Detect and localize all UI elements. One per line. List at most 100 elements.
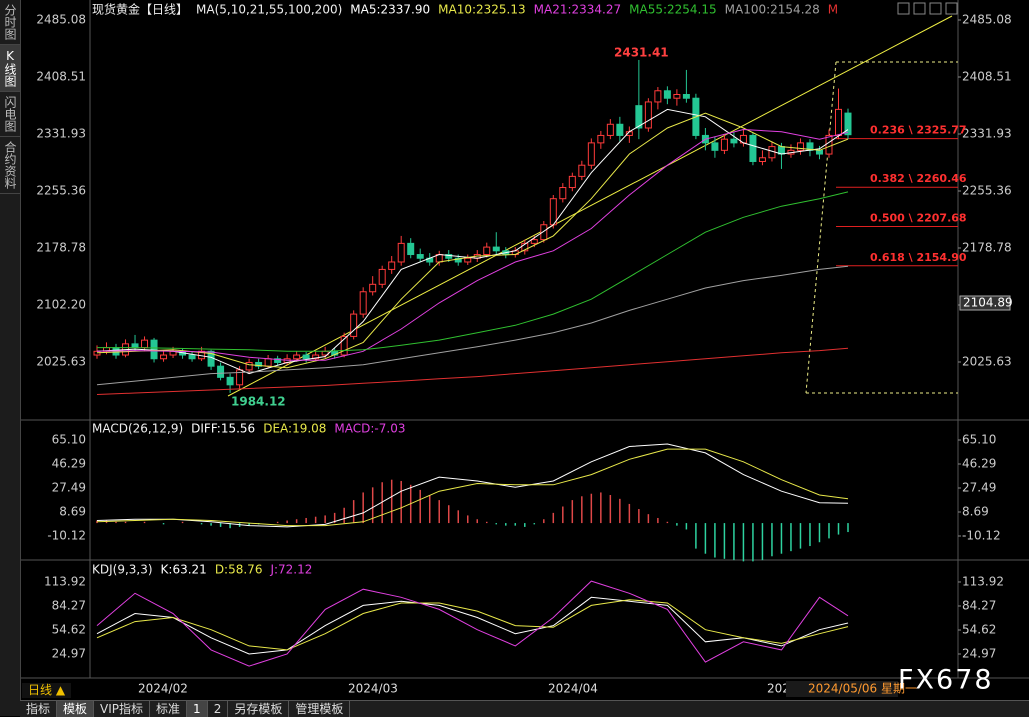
candle-body xyxy=(464,257,472,263)
series-line xyxy=(96,265,849,386)
y-tick-label: 2408.51 xyxy=(962,69,1012,83)
candle-body xyxy=(644,101,652,129)
candle-body xyxy=(160,354,168,360)
cursor-date: 2024/05/06 星期一 xyxy=(808,682,917,696)
series-line xyxy=(96,108,849,375)
sidebar: 分时图 K线图 闪电图 合约资料 xyxy=(0,0,21,716)
icon[interactable] xyxy=(897,2,910,15)
cursor-price: 2104.89 xyxy=(963,296,1013,310)
toolbar: 指标 模板 VIP指标 标准 1 2 另存模板 管理模板 xyxy=(20,700,1029,717)
candle-body xyxy=(274,358,282,363)
y-tick-label: 84.27 xyxy=(962,598,996,612)
y-tick-label: 27.49 xyxy=(962,480,996,494)
legend-item: M xyxy=(828,3,838,17)
fib-label: 0.500 \ 2207.68 xyxy=(870,211,967,224)
candle-body xyxy=(521,242,529,252)
watermark: FX678 xyxy=(898,665,994,696)
sidebar-tab[interactable]: K线图 xyxy=(0,45,20,92)
icon[interactable] xyxy=(945,2,958,15)
icon[interactable] xyxy=(929,2,942,15)
candle-body xyxy=(397,242,405,263)
toolbar-button[interactable]: 2 xyxy=(208,701,229,717)
y-tick-label: 2485.08 xyxy=(962,13,1012,27)
date-label: 2024/03 xyxy=(348,682,398,696)
candle-body xyxy=(416,254,424,259)
chart-title: MACD(26,12,9) xyxy=(92,422,183,436)
candle-body xyxy=(597,134,605,144)
toolbar-button[interactable]: VIP指标 xyxy=(94,701,151,717)
toolbar-button[interactable]: 标准 xyxy=(150,701,188,717)
y-tick-label: -10.12 xyxy=(47,528,86,542)
candle-body xyxy=(350,313,358,337)
candle-body xyxy=(492,246,500,252)
legend-item: MA10:2325.13 xyxy=(438,3,526,17)
y-tick-label: 65.10 xyxy=(52,432,86,446)
y-tick-label: 2485.08 xyxy=(36,13,86,27)
candle-body xyxy=(302,354,310,360)
window-icons xyxy=(897,2,958,15)
candle-body xyxy=(369,283,377,293)
candle-body xyxy=(150,339,158,360)
fib-label: 0.236 \ 2325.77 xyxy=(870,124,967,137)
y-tick-label: 84.27 xyxy=(52,598,86,612)
date-label: 202 xyxy=(767,682,790,696)
candle-body xyxy=(654,90,662,103)
series-line xyxy=(96,443,849,528)
trend-line xyxy=(227,15,953,397)
candle-body xyxy=(749,134,757,162)
cursor-price-box xyxy=(959,295,1011,311)
y-tick-label: 113.92 xyxy=(962,574,1004,588)
toolbar-button[interactable]: 1 xyxy=(187,701,208,717)
legend-item: MA100:2154.28 xyxy=(725,3,820,17)
candle-body xyxy=(245,361,253,371)
y-tick-label: 2255.36 xyxy=(36,183,86,197)
toolbar-button[interactable]: 模板 xyxy=(57,701,95,717)
sidebar-tab[interactable]: 分时图 xyxy=(0,0,20,45)
candle-body xyxy=(796,142,804,151)
candle-body xyxy=(226,376,234,386)
candle-body xyxy=(844,112,852,136)
y-tick-label: -10.12 xyxy=(962,528,1001,542)
candle-body xyxy=(454,257,462,263)
toolbar-button[interactable]: 另存模板 xyxy=(228,701,290,717)
y-tick-label: 24.97 xyxy=(52,646,86,660)
legend-item: DEA:19.08 xyxy=(263,422,326,436)
y-tick-label: 54.62 xyxy=(962,622,996,636)
legend-item: MA55:2254.15 xyxy=(629,3,717,17)
high-annotation: 2431.41 xyxy=(614,46,669,60)
sidebar-tab[interactable]: 闪电图 xyxy=(0,92,20,137)
candle-body xyxy=(587,142,595,166)
candle-body xyxy=(530,239,538,244)
legend-item: D:58.76 xyxy=(215,563,263,577)
candle-body xyxy=(825,134,833,155)
toolbar-button[interactable]: 管理模板 xyxy=(289,701,351,717)
period-selector[interactable]: 日线 ▲ xyxy=(22,683,72,698)
chart-title: 现货黄金【日线】 xyxy=(92,2,188,17)
icon[interactable] xyxy=(913,2,926,15)
candle-body xyxy=(559,187,567,200)
candle-body xyxy=(188,354,196,360)
candle-body xyxy=(312,354,320,360)
legend-item: MA21:2334.27 xyxy=(534,3,622,17)
date-label: 2024/04 xyxy=(548,682,598,696)
y-tick-label: 46.29 xyxy=(962,457,996,471)
y-tick-label: 113.92 xyxy=(44,574,86,588)
legend-item: K:63.21 xyxy=(161,563,207,577)
y-tick-label: 8.69 xyxy=(962,504,989,518)
sidebar-tab[interactable]: 合约资料 xyxy=(0,137,20,194)
candle-body xyxy=(388,261,396,270)
series-line xyxy=(96,347,849,395)
series-line xyxy=(96,580,849,667)
fib-label: 0.382 \ 2260.46 xyxy=(870,172,967,185)
y-tick-label: 46.29 xyxy=(52,457,86,471)
low-annotation: 1984.12 xyxy=(231,395,286,409)
fib-label: 0.618 \ 2154.90 xyxy=(870,251,967,264)
candle-body xyxy=(616,123,624,136)
y-tick-label: 2178.78 xyxy=(36,241,86,255)
series-line xyxy=(96,596,849,655)
candle-body xyxy=(758,157,766,162)
y-tick-label: 2331.93 xyxy=(962,127,1012,141)
candle-body xyxy=(255,361,263,367)
toolbar-button[interactable]: 指标 xyxy=(20,701,58,717)
